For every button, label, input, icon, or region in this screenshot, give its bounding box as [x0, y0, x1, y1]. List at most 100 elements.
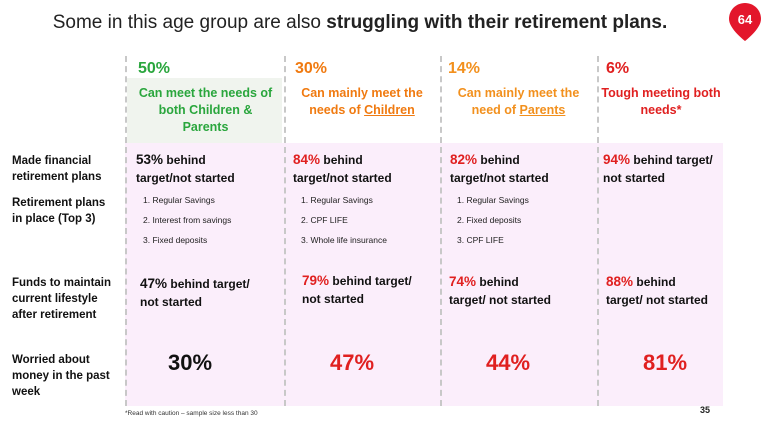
label-line: money in the past [12, 370, 110, 382]
cell-text: behind target/ [329, 274, 412, 288]
cell-text: behind [476, 275, 519, 289]
cell-number: 74% [449, 274, 477, 289]
cell-line: 82% behind [450, 151, 549, 169]
list-item: 2. Interest from savings [143, 215, 232, 225]
label-line: in place (Top 3) [12, 213, 96, 225]
desc-line: Can meet the needs of [138, 86, 273, 100]
cell-number: 79% [302, 273, 330, 288]
cell-number: 88% [606, 274, 634, 289]
col2-percent: 30% [295, 60, 328, 77]
label-line: Worried about [12, 354, 90, 366]
worried-col3: 44% [485, 350, 531, 375]
cell-line: 94% behind target/ [603, 151, 713, 169]
cell-text: target/not started [136, 171, 235, 185]
page-badge: 64 [728, 2, 762, 42]
cell-text: behind [633, 275, 676, 289]
label-line: after retirement [12, 309, 97, 321]
column-divider [284, 56, 286, 406]
cell-line: 79% behind target/ [302, 272, 412, 290]
cell-text: target/ not started [449, 293, 552, 307]
col1-description: Can meet the needs of both Children & Pa… [128, 85, 283, 136]
desc-prefix: needs of [309, 103, 365, 117]
cell-number: 84% [293, 152, 321, 167]
made-plans-col4: 94% behind target/ not started [603, 151, 713, 187]
list-item: 1. Regular Savings [301, 195, 373, 205]
funds-col4: 88% behind target/ not started [606, 273, 708, 309]
data-panel-bg [125, 143, 723, 406]
col4-description: Tough meeting both needs* [599, 85, 723, 119]
column-divider [125, 56, 127, 406]
label-line: current lifestyle [12, 293, 98, 305]
label-line: retirement plans [12, 171, 102, 183]
col3-description: Can mainly meet the need of Parents [442, 85, 595, 119]
label-line: Retirement plans [12, 197, 106, 209]
column-divider [440, 56, 442, 406]
worried-col1: 30% [167, 350, 213, 375]
desc-line: needs* [640, 103, 682, 117]
label-line: Funds to maintain [12, 277, 112, 289]
list-item: 3. Whole life insurance [301, 235, 387, 245]
cell-line: 74% behind [449, 273, 551, 291]
cell-number: 47% [140, 276, 168, 291]
list-item: 1. Regular Savings [457, 195, 529, 205]
column-divider [597, 56, 599, 406]
row-label-worried: Worried about money in the past week [12, 352, 110, 400]
desc-line: needs of Children [286, 102, 438, 119]
plans-list-col1: 1. Regular Savings 2. Interest from savi… [143, 190, 231, 250]
label-column-bg [0, 143, 125, 406]
cell-text: behind [320, 153, 363, 167]
col2-description: Can mainly meet the needs of Children [286, 85, 438, 119]
cell-line: 53% behind [136, 151, 235, 169]
cell-text: not started [140, 295, 203, 309]
desc-line: need of Parents [442, 102, 595, 119]
cell-text: target/not started [293, 171, 392, 185]
label-line: Made financial [12, 155, 92, 167]
desc-underlined: Children [364, 103, 415, 117]
list-item: 2. CPF LIFE [301, 215, 348, 225]
badge-label: 64 [738, 12, 753, 27]
desc-line: Parents [182, 120, 229, 134]
col1-percent: 50% [138, 60, 171, 77]
desc-line: Tough meeting both [601, 86, 721, 100]
cell-text: behind target/ [167, 277, 250, 291]
desc-line: both Children & [158, 103, 253, 117]
plans-list-col3: 1. Regular Savings 2. Fixed deposits 3. … [457, 190, 529, 250]
made-plans-col1: 53% behind target/not started [136, 151, 235, 187]
col4-percent: 6% [606, 60, 630, 77]
desc-line: Can mainly meet the [301, 86, 423, 100]
row-label-made-plans: Made financial retirement plans [12, 153, 101, 185]
page-number: 35 [700, 405, 711, 415]
plans-list-col2: 1. Regular Savings 2. CPF LIFE 3. Whole … [301, 190, 387, 250]
footnote: *Read with caution – sample size less th… [125, 410, 258, 417]
row-label-funds: Funds to maintain current lifestyle afte… [12, 275, 111, 323]
map-pin-icon: 64 [729, 3, 761, 41]
worried-col2: 47% [329, 350, 375, 375]
cell-line: 47% behind target/ [140, 275, 250, 293]
cell-text: not started [603, 171, 666, 185]
cell-number: 82% [450, 152, 478, 167]
slide-title: Some in this age group are also struggli… [0, 12, 720, 34]
cell-text: not started [302, 292, 365, 306]
made-plans-col3: 82% behind target/not started [450, 151, 549, 187]
funds-col2: 79% behind target/ not started [302, 272, 412, 308]
desc-line: Can mainly meet the [457, 86, 580, 100]
cell-line: 88% behind [606, 273, 708, 291]
cell-text: behind target/ [630, 153, 713, 167]
col1-header-bg [127, 78, 282, 143]
cell-line: 84% behind [293, 151, 392, 169]
funds-col3: 74% behind target/ not started [449, 273, 551, 309]
desc-prefix: need of [471, 103, 520, 117]
list-item: 3. CPF LIFE [457, 235, 504, 245]
title-prefix: Some in this age group are also [52, 12, 327, 33]
cell-text: target/ not started [606, 293, 709, 307]
label-line: week [12, 386, 41, 398]
worried-col4: 81% [642, 350, 688, 375]
cell-text: target/not started [450, 171, 549, 185]
desc-underlined: Parents [519, 103, 566, 117]
funds-col1: 47% behind target/ not started [140, 275, 250, 311]
cell-text: behind [163, 153, 206, 167]
title-bold: struggling with their retirement plans. [326, 12, 668, 33]
made-plans-col2: 84% behind target/not started [293, 151, 392, 187]
cell-number: 94% [603, 152, 631, 167]
cell-text: behind [477, 153, 520, 167]
